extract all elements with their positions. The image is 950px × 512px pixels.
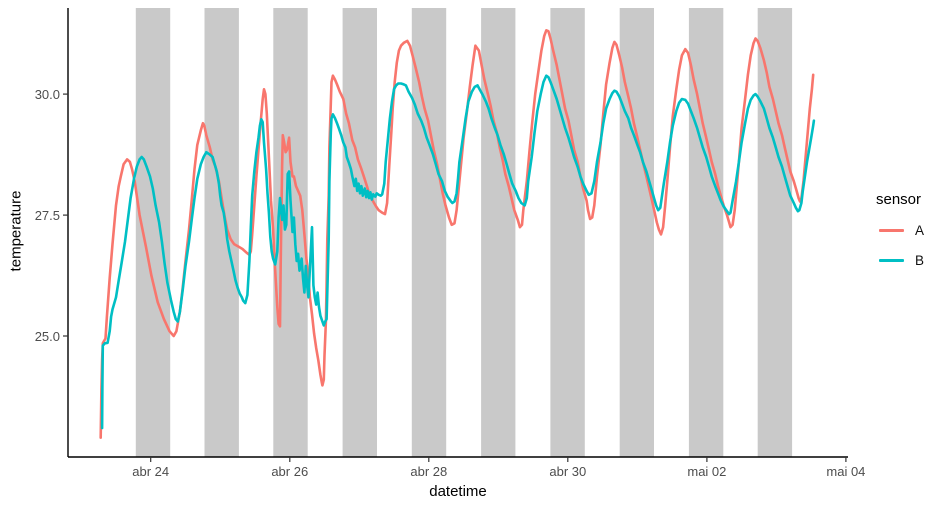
- series-line-B: [100, 74, 816, 430]
- legend-item-sensor-b: B: [876, 252, 924, 268]
- night-band: [757, 8, 793, 457]
- y-axis-title: temperature: [7, 190, 25, 272]
- legend-item-sensor-a: A: [876, 222, 924, 238]
- sensor-a-line-swatch: [879, 228, 904, 232]
- legend-label-sensor-a: A: [915, 222, 925, 238]
- night-band: [411, 8, 447, 457]
- legend-title: sensor: [876, 191, 922, 208]
- night-band: [204, 8, 239, 457]
- night-band: [481, 8, 516, 457]
- legend: sensor A B: [876, 191, 924, 268]
- night-band: [550, 8, 585, 457]
- sensor-b-line-swatch: [879, 258, 904, 262]
- night-band: [135, 8, 171, 457]
- legend-label-sensor-b: B: [915, 252, 925, 268]
- series-line-A: [99, 28, 815, 439]
- night-band: [342, 8, 377, 457]
- x-axis-title: datetime: [429, 483, 487, 500]
